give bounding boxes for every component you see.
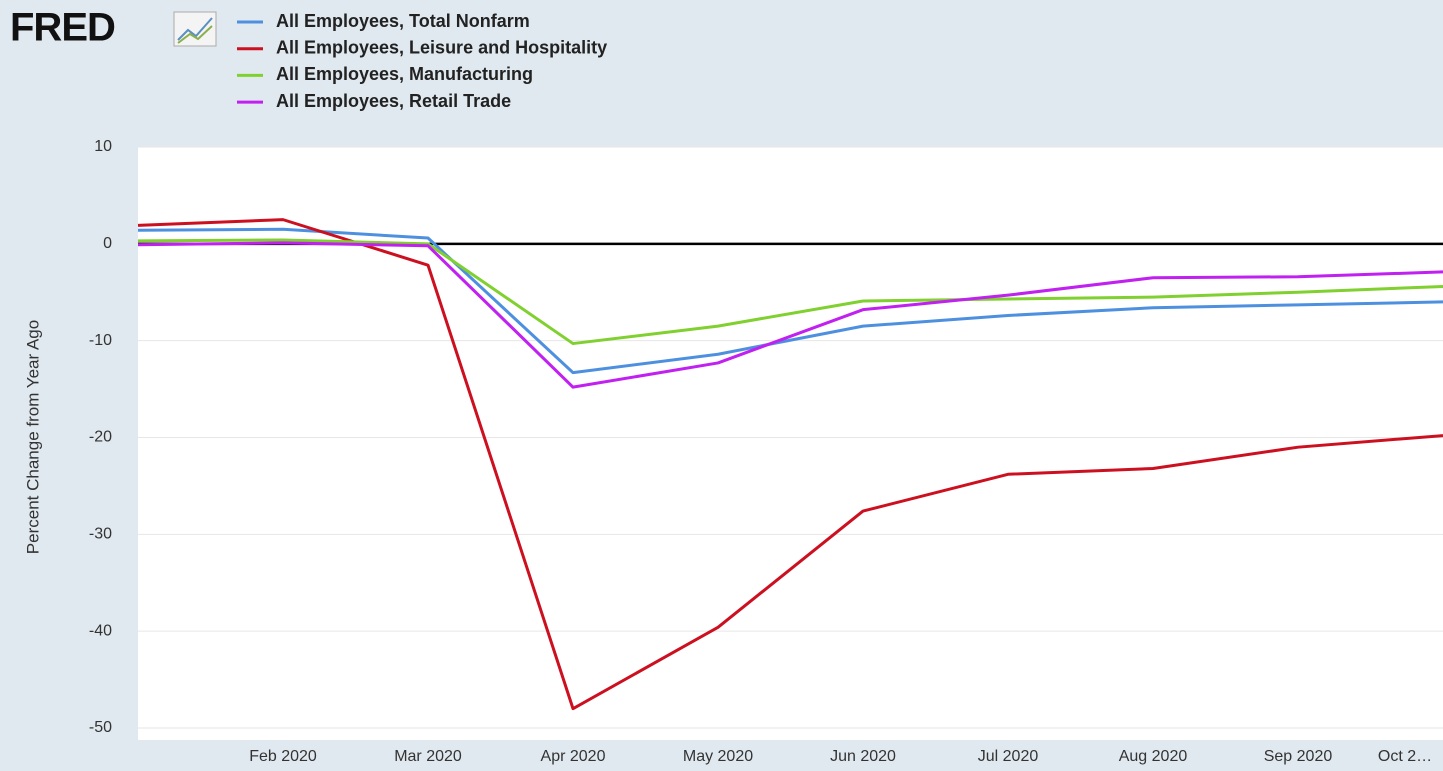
x-tick-label: Jul 2020 [978,748,1039,765]
y-tick-label: -20 [89,429,112,446]
x-tick-label: Mar 2020 [394,748,462,765]
y-tick-label: -10 [89,332,112,349]
legend-label: All Employees, Total Nonfarm [276,11,530,31]
series-line [137,241,1443,389]
y-tick-label: 0 [103,235,112,252]
series-line [137,227,1443,375]
legend-label: All Employees, Retail Trade [276,91,511,111]
series-line [137,238,1443,346]
logo: FRED [10,6,115,50]
y-axis-label: Percent Change from Year Ago [23,320,42,554]
y-tick-label: -50 [89,719,112,736]
plot-area [138,147,1443,740]
x-tick-label: Oct 2… [1378,748,1432,765]
legend-label: All Employees, Manufacturing [276,64,533,84]
y-tick-label: 10 [94,138,112,155]
x-tick-label: Sep 2020 [1264,748,1333,765]
x-tick-label: Aug 2020 [1119,748,1188,765]
x-tick-label: May 2020 [683,748,753,765]
y-tick-label: -40 [89,622,112,639]
logo-icon [173,11,217,47]
x-tick-label: Apr 2020 [541,748,606,765]
legend-label: All Employees, Leisure and Hospitality [276,37,607,57]
x-tick-label: Jun 2020 [830,748,896,765]
x-tick-label: Feb 2020 [249,748,317,765]
y-tick-label: -30 [89,526,112,543]
